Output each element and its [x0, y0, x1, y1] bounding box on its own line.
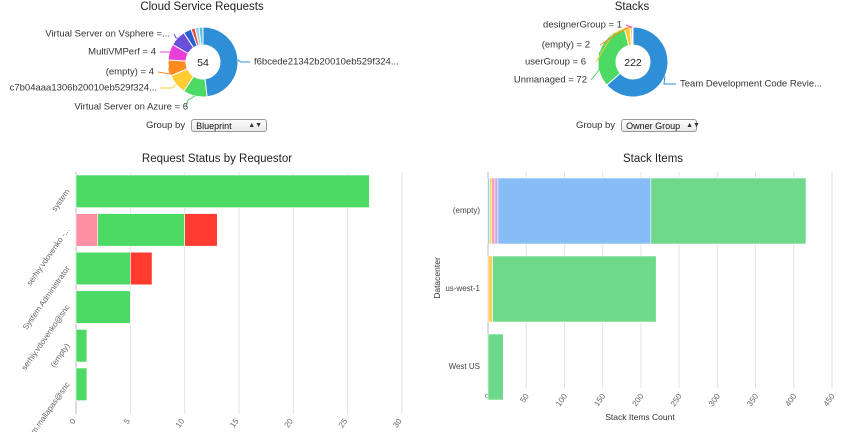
y-category-label: us-west-1	[445, 284, 480, 293]
x-tick-label: 50	[518, 392, 531, 405]
y-axis-title: Datacenter	[432, 257, 442, 299]
x-tick-label: 100	[554, 392, 569, 409]
donut-slice	[631, 26, 634, 46]
y-category-label: System Administrator	[21, 264, 72, 331]
bar-segment	[497, 177, 652, 245]
slice-leader-line	[599, 26, 632, 46]
x-tick-label: 25	[337, 417, 350, 430]
stacks-group-by-value: Owner Group	[626, 120, 681, 131]
slice-leader-line	[625, 24, 633, 28]
x-tick-label: 300	[707, 392, 722, 409]
bar-segment	[130, 251, 153, 286]
cloud-requests-group-by: Group by Blueprint ▲▼	[146, 119, 268, 132]
stacks-donut-chart: Team Development Code Revie... Unmanaged …	[514, 20, 822, 98]
bar-segment	[491, 177, 496, 245]
slice-label: f6bcede21342b20010eb529f324...	[254, 57, 399, 68]
bar-segment	[75, 290, 131, 324]
x-tick-label: 150	[592, 392, 607, 409]
donut-slice	[202, 26, 239, 98]
slice-leader-line	[663, 76, 676, 85]
y-category-label: (empty)	[453, 206, 480, 215]
donut-slice	[606, 26, 669, 98]
chevron-updown-icon: ▲▼	[686, 122, 700, 129]
x-tick-label: 5	[122, 417, 132, 426]
bar-segment	[489, 177, 493, 245]
x-tick-label: 250	[669, 392, 684, 409]
cloud-group-by-select[interactable]: Blueprint ▲▼	[191, 119, 268, 132]
bar-segment	[75, 329, 88, 363]
bar-segment	[97, 213, 185, 247]
cloud-group-by-value: Blueprint	[196, 120, 232, 131]
bar-segment	[75, 174, 370, 208]
chevron-updown-icon: ▲▼	[248, 122, 263, 129]
slice-label: Unmanaged = 72	[514, 75, 587, 86]
donut-slice	[198, 26, 204, 46]
slice-label: (empty) = 4	[106, 67, 154, 78]
bar-segment	[487, 255, 493, 323]
x-tick-label: 450	[822, 392, 837, 409]
bar-segment	[487, 333, 504, 401]
y-category-label: sam.mallapas@snc	[24, 380, 71, 432]
y-category-label: West US	[449, 362, 480, 371]
slice-leader-line	[237, 59, 250, 63]
y-category-label: serhiy.vdovenko@snc	[20, 303, 72, 372]
slice-label: Team Development Code Revie...	[680, 79, 822, 90]
y-category-label: (empty)	[49, 341, 72, 369]
donut-center-total: 222	[624, 57, 642, 69]
x-tick-label: 400	[783, 392, 798, 409]
x-tick-label: 15	[228, 417, 241, 430]
stacks-group-by-label: Group by	[576, 120, 616, 131]
slice-leader-line	[595, 27, 628, 63]
bar-segment	[75, 367, 88, 401]
x-tick-label: 200	[630, 392, 645, 409]
stack-items-title: Stack Items	[622, 153, 684, 165]
cloud-group-by-label: Group by	[146, 120, 186, 131]
stacks-group-by: Group by Owner Group ▲▼	[576, 119, 700, 132]
bar-segment	[75, 251, 131, 286]
bar-segment	[494, 177, 499, 245]
slice-leader-line	[185, 95, 196, 108]
x-tick-label: 0	[68, 417, 78, 426]
bar-segment	[650, 177, 807, 245]
cloud-requests-title: Cloud Service Requests	[140, 1, 264, 13]
x-tick-label: 350	[745, 392, 760, 409]
y-category-label: system	[50, 187, 72, 213]
slice-leader-line	[173, 33, 178, 39]
slice-label: Virtual Server on Azure = 6	[74, 102, 188, 113]
slice-label: MultiVMPerf = 4	[88, 47, 156, 58]
slice-label: c7b04aaa1306b20010eb529f324...	[10, 83, 157, 94]
bar-segment	[184, 213, 218, 247]
bar-segment	[492, 255, 657, 323]
stack-items-bar-chart: 0 50 100 150 200 250 300 350 400 450(empty)us-wes…	[432, 172, 837, 422]
slice-label: userGroup = 6	[525, 57, 586, 68]
request-status-title: Request Status by Requestor	[141, 153, 293, 165]
slice-leader-line	[160, 84, 177, 89]
x-axis-title: Stack Items Count	[605, 412, 675, 422]
x-tick-label: 30	[391, 417, 404, 430]
x-tick-label: 20	[282, 417, 295, 430]
x-tick-label: 10	[174, 417, 187, 430]
slice-leader-line	[157, 67, 171, 75]
bar-segment	[75, 213, 99, 247]
slice-label: Virtual Server on Vsphere =...	[45, 29, 170, 40]
stacks-group-by-select[interactable]: Owner Group ▲▼	[621, 119, 700, 132]
slice-label: designerGroup = 1	[543, 20, 622, 31]
donut-center-total: 54	[197, 57, 209, 69]
cloud-requests-donut-chart: f6bcede21342b20010eb529f324... Virtual Se…	[10, 26, 399, 113]
stacks-title: Stacks	[614, 1, 650, 13]
slice-leader-line	[590, 51, 601, 81]
slice-label: (empty) = 2	[542, 40, 590, 51]
